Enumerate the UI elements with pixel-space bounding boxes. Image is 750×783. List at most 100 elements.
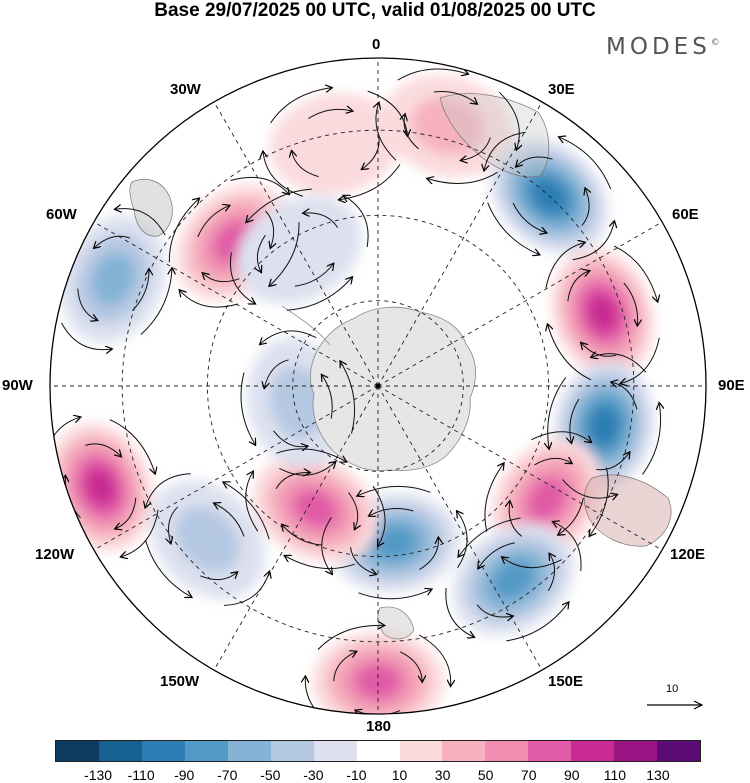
streamline-arrow <box>570 398 580 443</box>
meridian-line <box>377 385 543 671</box>
streamline-arrow <box>224 482 270 540</box>
streamline-arrow <box>642 403 661 475</box>
streamline-arrow <box>270 222 300 286</box>
streamline-arrow <box>282 525 322 546</box>
colorbar-tick-label: -70 <box>217 767 238 783</box>
streamline-arrow <box>240 372 255 445</box>
streamline-arrow <box>433 91 477 103</box>
streamline-arrow <box>428 171 498 183</box>
lon-label-60e: 60E <box>672 206 699 223</box>
streamline-arrow <box>623 282 638 325</box>
streamline-arrow <box>572 222 615 261</box>
streamline-arrow <box>294 264 333 287</box>
streamline-arrow <box>140 269 172 335</box>
colorbar-swatch <box>614 741 658 761</box>
streamline-arrow <box>376 103 397 161</box>
lon-label-120e: 120E <box>670 546 706 563</box>
latitude-circle <box>292 300 464 472</box>
colorbar-tick-label: -30 <box>303 767 324 783</box>
colorbar-tick-label: 70 <box>520 767 537 783</box>
streamline-arrow <box>264 359 289 388</box>
streamline-arrow <box>322 375 333 419</box>
anomaly-contour <box>587 293 618 333</box>
map-border <box>49 57 707 715</box>
lon-label-30e: 30E <box>548 81 575 98</box>
streamline-arrow <box>418 634 451 686</box>
colorbar-tick-label: -90 <box>174 767 195 783</box>
streamline-arrow <box>224 572 269 606</box>
streamline-arrow <box>333 652 356 682</box>
streamline-arrow <box>275 472 309 489</box>
streamline-arrow <box>285 556 355 570</box>
streamline-arrow <box>358 485 431 495</box>
streamline-arrow <box>478 542 515 568</box>
streamline-arrow <box>286 278 352 311</box>
wind-streamlines <box>50 69 661 714</box>
streamline-arrow <box>276 448 346 462</box>
streamline-arrow <box>180 290 238 308</box>
streamline-arrow <box>397 69 468 81</box>
streamline-arrow <box>214 504 245 537</box>
colorbar-swatch <box>313 741 357 761</box>
streamline-arrow <box>419 538 439 571</box>
streamline-arrow <box>559 497 584 535</box>
streamline-arrow <box>621 337 660 384</box>
streamline-arrow <box>230 252 254 303</box>
streamline-arrow <box>339 164 401 199</box>
streamline-arrow <box>358 589 431 600</box>
streamline-arrow <box>94 235 131 247</box>
streamline-arrow <box>279 462 335 476</box>
colorbar-swatch <box>442 741 486 761</box>
streamline-arrow <box>230 176 289 194</box>
streamline-arrow <box>115 209 166 236</box>
streamline-arrow <box>559 137 612 190</box>
streamline-arrow <box>613 245 657 301</box>
streamline-arrow <box>548 325 592 381</box>
streamline-arrow <box>498 91 519 149</box>
streamline-arrow <box>77 288 97 321</box>
colorbar-tick-label: -110 <box>127 767 155 783</box>
streamline-arrow <box>592 354 647 373</box>
colorbar-tick-label: -10 <box>346 767 367 783</box>
streamline-arrow <box>145 539 192 597</box>
streamline-arrow <box>260 330 317 344</box>
streamline-arrow <box>372 485 386 545</box>
streamline-arrow <box>484 131 526 170</box>
colorbar-tick-label: 110 <box>603 767 627 783</box>
streamline-arrow <box>200 572 237 581</box>
latitude-circle <box>121 129 635 643</box>
anomaly-contour <box>355 664 401 699</box>
map-title: Base 29/07/2025 00 UTC, valid 01/08/2025… <box>154 0 596 21</box>
meridian-line <box>377 221 663 387</box>
streamline-arrow <box>169 506 179 543</box>
lon-label-30w: 30W <box>170 81 201 98</box>
colorbar-ticks: -130 -110 -90 -70 -50 -30 -10 10 30 50 70 90 110 130 <box>0 767 750 783</box>
streamline-arrow <box>487 202 539 255</box>
colorbar-swatch <box>657 741 701 761</box>
streamline-arrow <box>308 109 352 120</box>
colorbar-swatch <box>56 741 99 761</box>
antarctic-peninsula <box>281 305 331 346</box>
colorbar-swatch <box>141 741 185 761</box>
streamline-arrow <box>553 522 582 571</box>
streamline-arrow <box>545 243 585 289</box>
meridian-line <box>93 385 379 551</box>
streamline-arrow <box>399 651 422 682</box>
streamline-arrow <box>85 443 121 456</box>
south-pole-marker <box>375 383 381 389</box>
lon-label-150e: 150E <box>548 673 584 690</box>
lon-label-150w: 150W <box>160 673 200 690</box>
streamline-arrow <box>362 136 380 169</box>
streamline-arrow <box>596 453 629 471</box>
colorbar-swatch <box>184 741 228 761</box>
anomaly-contour <box>527 478 566 521</box>
colorbar-swatch <box>356 741 400 761</box>
streamline-arrow <box>132 270 149 311</box>
streamline-arrow <box>257 234 266 272</box>
streamline-arrow <box>350 547 376 574</box>
streamline-arrow <box>461 137 491 161</box>
streamline-arrow <box>344 196 369 248</box>
streamline-arrow <box>567 271 589 302</box>
lon-label-120w: 120W <box>35 546 75 563</box>
streamline-arrow <box>197 206 229 238</box>
